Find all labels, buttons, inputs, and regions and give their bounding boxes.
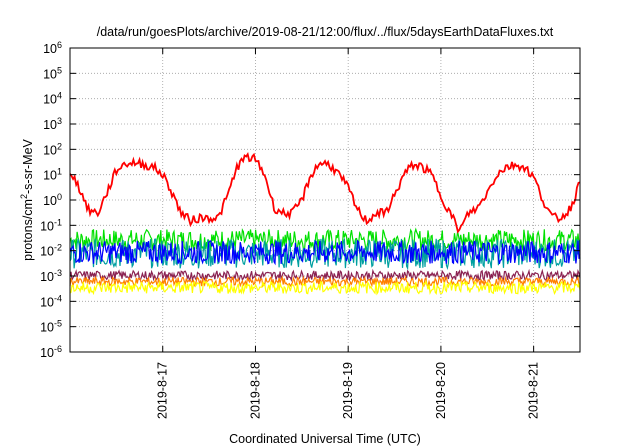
y-tick-exp: -2 [54,243,62,253]
y-tick-label: 102 [43,141,62,157]
y-tick-label: 10-2 [40,243,62,259]
series-line-2 [69,237,581,271]
x-tick-label: 2019-8-20 [434,362,448,419]
y-tick-base: 10 [43,93,57,107]
x-axis-ticks: 2019-8-17 2019-8-18 2019-8-19 2019-8-20 2019… [156,48,541,419]
series-line-0 [69,151,581,234]
y-tick-exp: 1 [57,167,62,177]
y-tick-label: 10-1 [40,217,62,233]
y-tick-label: 10-4 [40,293,62,309]
y-tick-base: 10 [43,42,57,56]
y-tick-base: 10 [43,67,57,81]
y-tick-base: 10 [43,118,57,132]
y-tick-base: 10 [40,295,54,309]
y-tick-base: 10 [40,245,54,259]
y-tick-exp: -3 [54,268,62,278]
y-tick-label: 103 [43,116,62,132]
y-tick-base: 10 [40,270,54,284]
chart-title: /data/run/goesPlots/archive/2019-08-21/1… [97,25,554,39]
y-tick-exp: -6 [54,344,62,354]
y-tick-label: 105 [43,65,62,81]
x-tick-label: 2019-8-21 [527,362,541,419]
y-tick-exp: -5 [54,319,62,329]
y-tick-base: 10 [40,346,54,360]
y-tick-label: 101 [43,167,62,183]
y-axis-label-suffix: -s-sr-MeV [21,138,35,194]
y-tick-label: 10-3 [40,268,62,284]
y-tick-exp: 0 [57,192,62,202]
y-tick-label: 100 [43,192,62,208]
y-tick-exp: 6 [57,40,62,50]
series-line-6 [69,279,581,296]
y-axis-label-sup: 2 [19,194,29,199]
y-tick-label: 10-5 [40,319,62,335]
y-tick-exp: 2 [57,141,62,151]
y-tick-exp: 5 [57,65,62,75]
series-line-3 [69,239,581,266]
grid [70,47,580,353]
y-tick-exp: 3 [57,116,62,126]
y-axis-label-prefix: protons/cm [21,199,35,261]
x-axis-label: Coordinated Universal Time (UTC) [229,432,421,446]
y-tick-base: 10 [40,321,54,335]
plot-series [69,151,581,296]
series-line-4 [69,268,581,283]
y-tick-base: 10 [40,219,54,233]
x-tick-label: 2019-8-17 [156,362,170,419]
y-axis-ticks: 10-610-510-410-310-210-11001011021031041… [40,40,580,360]
series-line-1 [69,227,581,253]
y-tick-base: 10 [43,169,57,183]
y-tick-exp: -1 [54,217,62,227]
y-tick-label: 106 [43,40,62,56]
y-tick-base: 10 [43,143,57,157]
x-tick-label: 2019-8-19 [341,362,355,419]
y-tick-exp: 4 [57,91,62,101]
y-tick-label: 104 [43,91,62,107]
x-tick-label: 2019-8-18 [248,362,262,419]
y-tick-exp: -4 [54,293,62,303]
y-tick-base: 10 [43,194,57,208]
y-tick-label: 10-6 [40,344,62,360]
y-axis-label: protons/cm2-s-sr-MeV [19,138,35,260]
